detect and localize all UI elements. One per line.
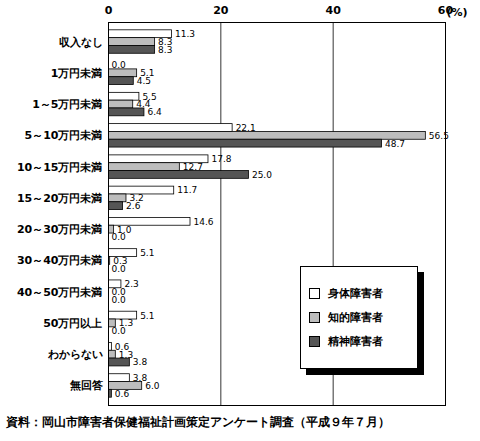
svg-text:0.0: 0.0 — [112, 264, 127, 274]
svg-text:4.4: 4.4 — [136, 99, 151, 110]
svg-text:0.3: 0.3 — [113, 255, 128, 266]
svg-text:17.8: 17.8 — [211, 154, 231, 164]
svg-text:25.0: 25.0 — [252, 170, 272, 180]
svg-text:40: 40 — [326, 4, 342, 17]
svg-text:2.3: 2.3 — [124, 279, 138, 289]
svg-text:わからない: わからない — [47, 348, 103, 361]
svg-text:0.0: 0.0 — [112, 232, 127, 242]
svg-text:22.1: 22.1 — [236, 123, 256, 133]
svg-text:12.7: 12.7 — [183, 162, 203, 172]
svg-text:6.4: 6.4 — [147, 107, 162, 117]
svg-text:0.0: 0.0 — [112, 326, 127, 336]
svg-text:8.3: 8.3 — [158, 36, 173, 47]
svg-text:収入なし: 収入なし — [59, 36, 103, 49]
svg-text:1.3: 1.3 — [118, 318, 134, 329]
svg-text:14.6: 14.6 — [194, 217, 214, 227]
svg-text:0: 0 — [105, 4, 113, 17]
svg-text:3.2: 3.2 — [129, 193, 144, 204]
svg-text:1.3: 1.3 — [119, 350, 133, 360]
svg-text:50万円以上: 50万円以上 — [43, 317, 102, 330]
svg-text:30～40万円未満: 30～40万円未満 — [17, 254, 103, 267]
html-text:精神障害者: 精神障害者 — [328, 335, 383, 348]
svg-text:20～30万円未満: 20～30万円未満 — [17, 223, 103, 236]
svg-text:11.7: 11.7 — [177, 185, 197, 195]
svg-text:無回答: 無回答 — [69, 379, 104, 392]
svg-text:0.6: 0.6 — [114, 341, 130, 352]
svg-text:1～5万円未満: 1～5万円未満 — [32, 98, 102, 111]
svg-text:15～20万円未満: 15～20万円未満 — [17, 192, 103, 205]
svg-text:6.0: 6.0 — [145, 381, 160, 391]
svg-text:48.7: 48.7 — [385, 139, 405, 149]
svg-text:0.0: 0.0 — [112, 60, 127, 70]
svg-text:1万円未満: 1万円未満 — [51, 67, 103, 80]
svg-text:40～50万円未満: 40～50万円未満 — [17, 286, 103, 299]
svg-text:3.8: 3.8 — [132, 373, 148, 383]
svg-text:5.1: 5.1 — [140, 310, 154, 320]
html-text:知的障害者: 知的障害者 — [328, 311, 383, 324]
svg-text:56.5: 56.5 — [428, 130, 449, 141]
svg-text:20: 20 — [213, 4, 229, 17]
svg-text:(%): (%) — [446, 6, 467, 19]
svg-text:4.5: 4.5 — [137, 76, 151, 86]
html-text:資料：岡山市障害者保健福祉計画策定アンケート調査（平成９年７: 資料：岡山市障害者保健福祉計画策定アンケート調査（平成９年７月） — [6, 415, 390, 429]
svg-text:0.0: 0.0 — [111, 287, 126, 297]
svg-text:5.1: 5.1 — [140, 248, 154, 258]
html-text:身体障害者: 身体障害者 — [328, 287, 383, 300]
svg-text:11.3: 11.3 — [175, 29, 195, 39]
svg-text:0.0: 0.0 — [112, 295, 127, 305]
svg-text:5～10万円未満: 5～10万円未満 — [25, 129, 103, 142]
svg-text:10～15万円未満: 10～15万円未満 — [17, 161, 103, 174]
svg-text:3.8: 3.8 — [133, 357, 148, 367]
svg-text:2.6: 2.6 — [126, 201, 141, 211]
svg-text:0.6: 0.6 — [115, 389, 130, 399]
svg-text:5.5: 5.5 — [142, 91, 157, 102]
svg-text:8.3: 8.3 — [158, 45, 172, 55]
svg-text:5.1: 5.1 — [140, 68, 155, 79]
svg-text:1.0: 1.0 — [117, 224, 132, 235]
